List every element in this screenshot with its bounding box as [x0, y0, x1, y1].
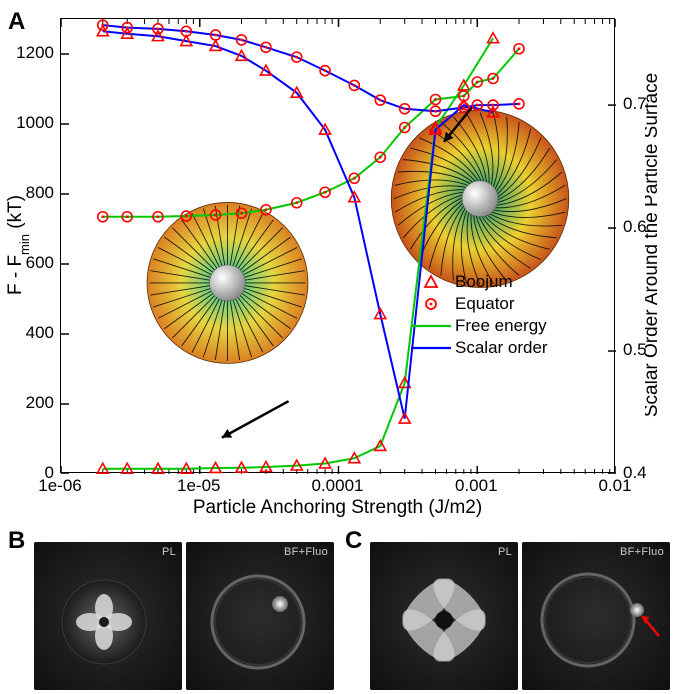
x-tick-label: 0.0001: [312, 476, 364, 496]
y-left-tick-label: 200: [26, 393, 54, 413]
legend-label: Equator: [455, 294, 515, 314]
figure-root: A BoojumEquatorFree energyScalar order F…: [0, 0, 677, 694]
x-tick-label: 1e-05: [177, 476, 220, 496]
x-ticks: 1e-061e-050.00010.0010.01: [60, 476, 615, 498]
x-tick-label: 0.01: [598, 476, 631, 496]
panel-b-image-pl: PL: [34, 542, 182, 690]
y-left-tick-label: 600: [26, 253, 54, 273]
legend-label: Scalar order: [455, 338, 548, 358]
y-right-tick-label: 0.5: [623, 340, 647, 360]
y-right-tick-label: 0.6: [623, 217, 647, 237]
legend-item: Boojum: [407, 271, 548, 293]
chart-a-svg: [61, 19, 616, 474]
legend-item: Equator: [407, 293, 548, 315]
image-tag: PL: [162, 546, 176, 558]
legend-item: Free energy: [407, 315, 548, 337]
chart-legend: BoojumEquatorFree energyScalar order: [407, 271, 548, 359]
panel-b-image-bf: BF+Fluo: [186, 542, 334, 690]
x-tick-label: 0.001: [455, 476, 498, 496]
x-axis-label: Particle Anchoring Strength (J/m2): [60, 497, 615, 519]
y-left-tick-label: 1200: [16, 43, 54, 63]
panel-c-image-bf: BF+Fluo: [522, 542, 670, 690]
image-tag: BF+Fluo: [620, 546, 664, 558]
legend-item: Scalar order: [407, 337, 548, 359]
y-left-tick-label: 400: [26, 323, 54, 343]
y-left-tick-label: 1000: [16, 113, 54, 133]
legend-label: Boojum: [455, 272, 513, 292]
legend-label: Free energy: [455, 316, 547, 336]
y-left-tick-label: 800: [26, 183, 54, 203]
panel-c-label: C: [345, 527, 362, 555]
panel-c-image-pl: PL: [370, 542, 518, 690]
image-tag: BF+Fluo: [284, 546, 328, 558]
panel-b-label: B: [8, 527, 25, 555]
y-right-ticks: 0.40.50.60.7: [617, 18, 667, 473]
x-tick-label: 1e-06: [38, 476, 81, 496]
y-left-ticks: 020040060080010001200: [0, 18, 58, 473]
chart-a: BoojumEquatorFree energyScalar order: [60, 18, 615, 473]
y-right-tick-label: 0.7: [623, 94, 647, 114]
image-tag: PL: [498, 546, 512, 558]
